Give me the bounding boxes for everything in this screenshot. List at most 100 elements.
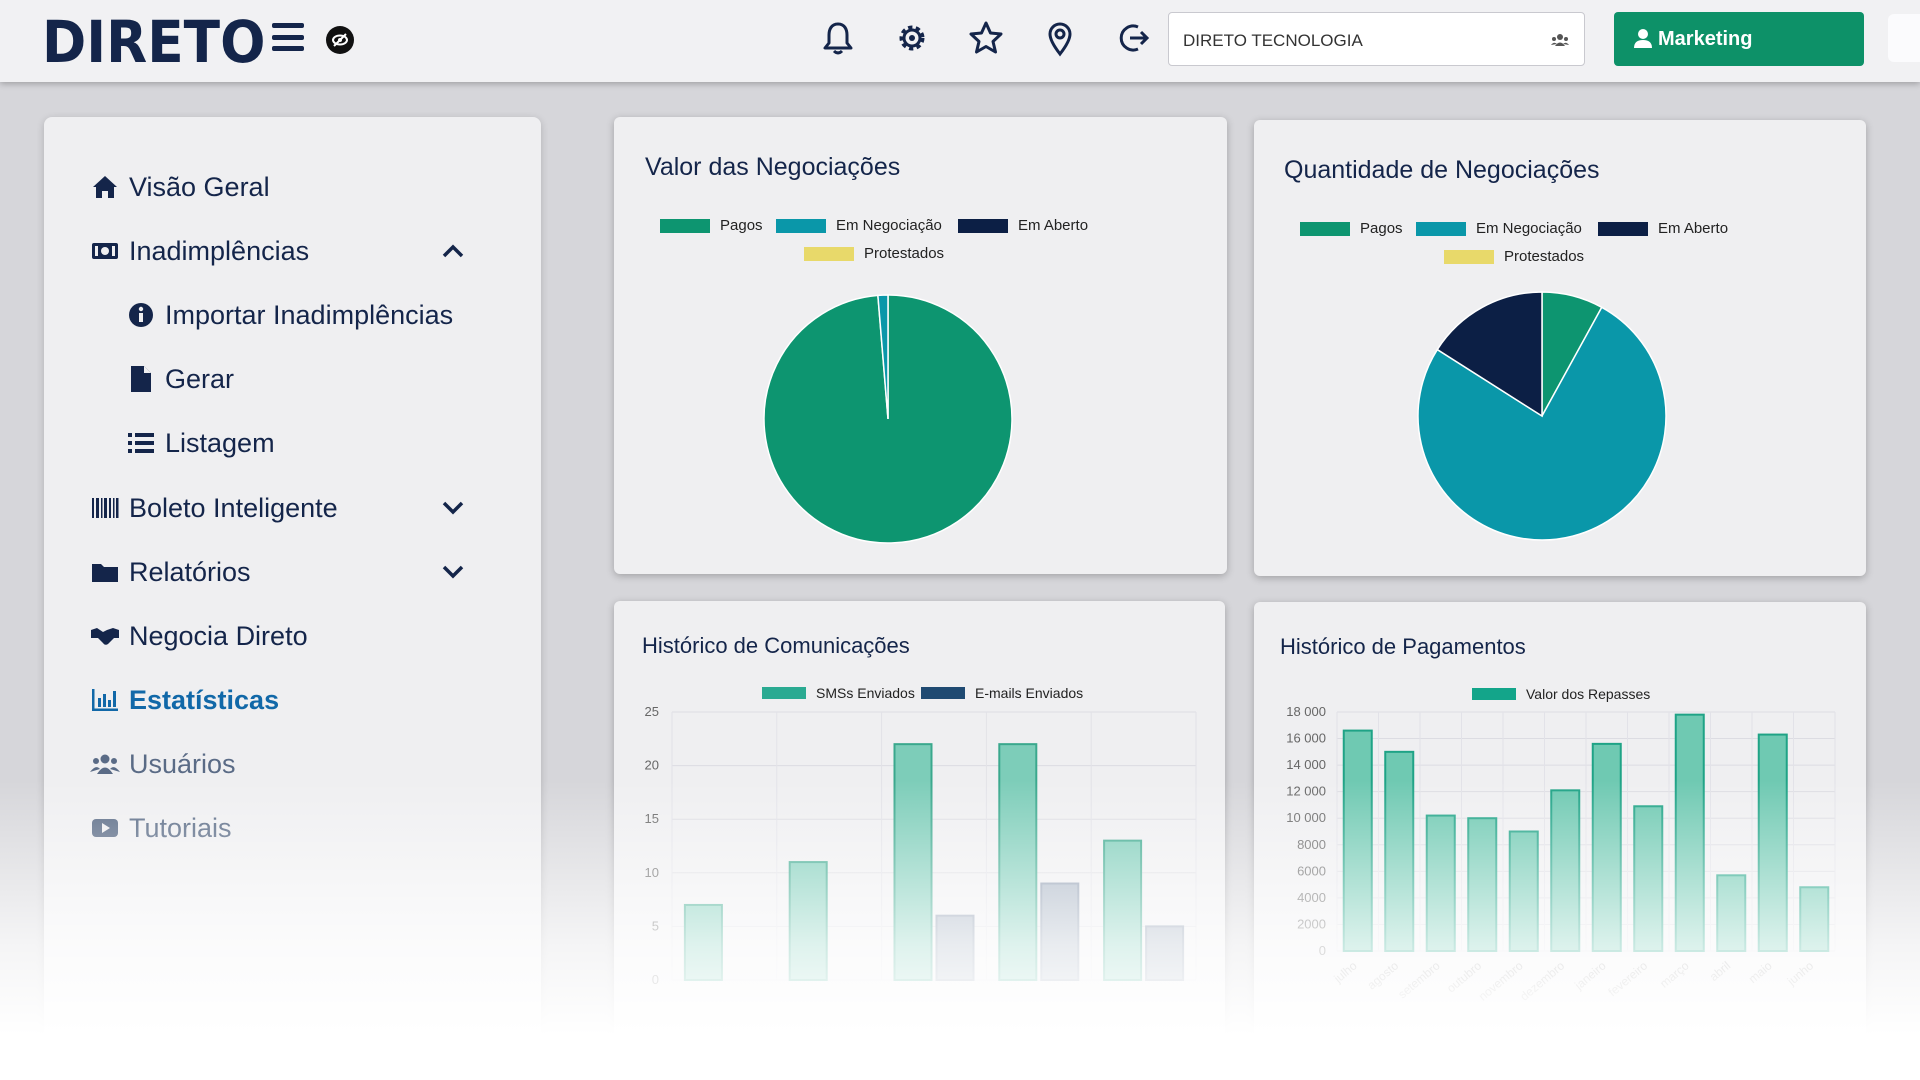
pie-slice-2[interactable] xyxy=(1417,306,1667,541)
bar-valor-dos-repasses[interactable] xyxy=(1508,830,1539,952)
bar-valor-dos-repasses[interactable] xyxy=(1425,814,1456,952)
sidebar-item-negocia-direto[interactable]: Negocia Direto xyxy=(89,616,308,656)
x-tick-label: junho xyxy=(1784,958,1817,988)
hide-values-icon[interactable] xyxy=(326,26,354,54)
legend-item-em-negociacao[interactable]: Em Negociação xyxy=(1416,220,1582,237)
legend-item-protestados[interactable]: Protestados xyxy=(804,245,944,262)
legend-item-protestados[interactable]: Protestados xyxy=(1444,248,1584,265)
sidebar-item-label: Boleto Inteligente xyxy=(129,492,338,523)
sidebar-item-relatorios[interactable]: Relatórios xyxy=(89,552,251,592)
bar-e-mails-enviados[interactable] xyxy=(935,914,975,981)
star-icon[interactable] xyxy=(966,18,1006,58)
legend-label: SMSs Enviados xyxy=(816,685,915,701)
bar-smss-enviados[interactable] xyxy=(788,861,828,981)
chevron-down-icon[interactable] xyxy=(440,559,466,585)
bar-valor-dos-repasses[interactable] xyxy=(1757,733,1788,952)
chart-title: Quantidade de Negociações xyxy=(1284,156,1600,184)
sidebar-item-inadimplencias[interactable]: Inadimplências xyxy=(89,231,309,271)
x-tick-label: novembro xyxy=(1476,958,1526,1003)
logo[interactable]: DIRETO xyxy=(42,8,266,76)
legend-item-pagos[interactable]: Pagos xyxy=(1300,220,1403,237)
bar-smss-enviados[interactable] xyxy=(1103,839,1143,981)
legend-label: Pagos xyxy=(1360,220,1403,237)
chart-title: Histórico de Pagamentos xyxy=(1280,634,1526,659)
legend-item-pagos[interactable]: Pagos xyxy=(660,217,763,234)
legend-label: E-mails Enviados xyxy=(975,685,1084,701)
gear-icon[interactable] xyxy=(892,18,932,58)
y-tick-label: 12 000 xyxy=(1286,784,1326,799)
legend-item-em-negociacao[interactable]: Em Negociação xyxy=(776,217,942,234)
x-tick-label: março xyxy=(1657,958,1692,990)
sidebar-item-usuarios[interactable]: Usuários xyxy=(89,744,236,784)
sidebar-item-importar[interactable]: Importar Inadimplências xyxy=(125,295,453,335)
sidebar-item-label: Inadimplências xyxy=(129,235,310,266)
legend-item-em-aberto[interactable]: Em Aberto xyxy=(1598,220,1728,237)
y-tick-label: 4000 xyxy=(1297,890,1326,905)
sidebar-item-visao-geral[interactable]: Visão Geral xyxy=(89,167,270,207)
legend-item-em-aberto[interactable]: Em Aberto xyxy=(958,217,1088,234)
bar-smss-enviados[interactable] xyxy=(893,743,933,981)
x-tick-label: dezembro xyxy=(1517,958,1567,1003)
sidebar-item-label: Relatórios xyxy=(129,556,251,587)
bar-valor-dos-repasses[interactable] xyxy=(1550,789,1581,952)
sidebar-item-label: Usuários xyxy=(129,748,236,779)
bar-valor-dos-repasses[interactable] xyxy=(1467,817,1498,952)
legend-item-repasses[interactable]: Valor dos Repasses xyxy=(1472,686,1650,702)
chevron-up-icon[interactable] xyxy=(440,238,466,264)
pie-slice-3[interactable] xyxy=(1436,291,1543,418)
pie-slice-2[interactable] xyxy=(877,294,889,420)
hamburger-menu-button[interactable] xyxy=(270,20,306,54)
legend-swatch xyxy=(1300,221,1350,236)
handshake-icon xyxy=(89,622,121,650)
sidebar-item-label: Estatísticas xyxy=(129,684,280,715)
x-tick-label: julho xyxy=(1330,958,1359,986)
bar-valor-dos-repasses[interactable] xyxy=(1674,713,1705,953)
sidebar-item-estatisticas[interactable]: Estatísticas xyxy=(89,680,279,720)
bar-valor-dos-repasses[interactable] xyxy=(1342,729,1373,952)
legend-swatch xyxy=(804,246,854,261)
company-selector[interactable]: DIRETO TECNOLOGIA xyxy=(1168,12,1585,66)
legend-label: Valor dos Repasses xyxy=(1526,686,1651,702)
location-pin-icon[interactable] xyxy=(1040,18,1080,58)
bar-smss-enviados[interactable] xyxy=(683,903,723,981)
company-name: DIRETO TECNOLOGIA xyxy=(1183,31,1363,50)
bar-chart-icon xyxy=(89,686,121,714)
y-tick-label: 15 xyxy=(645,811,659,826)
chevron-down-icon[interactable] xyxy=(440,495,466,521)
list-icon xyxy=(125,429,157,457)
x-tick-label: setembro xyxy=(1395,958,1443,1001)
sidebar-item-label: Importar Inadimplências xyxy=(165,299,454,330)
legend-item-emails[interactable]: E-mails Enviados xyxy=(921,685,1083,701)
bell-icon[interactable] xyxy=(818,18,858,58)
y-tick-label: 14 000 xyxy=(1286,757,1326,772)
bar-valor-dos-repasses[interactable] xyxy=(1799,886,1830,952)
bar-valor-dos-repasses[interactable] xyxy=(1591,742,1622,952)
users-icon xyxy=(89,750,121,778)
x-tick-label: maio xyxy=(1746,958,1775,986)
chart-title: Valor das Negociações xyxy=(645,153,901,181)
legend-item-sms[interactable]: SMSs Enviados xyxy=(762,685,915,701)
y-tick-label: 6000 xyxy=(1297,863,1326,878)
sidebar-item-listagem[interactable]: Listagem xyxy=(125,423,275,463)
bar-e-mails-enviados[interactable] xyxy=(1145,925,1185,981)
sidebar-item-label: Negocia Direto xyxy=(129,620,308,651)
pie-chart xyxy=(1417,291,1667,541)
legend-label: Em Aberto xyxy=(1018,217,1089,234)
logout-icon[interactable] xyxy=(1114,18,1154,58)
sidebar-item-label: Tutoriais xyxy=(129,812,232,843)
user-profile-button[interactable]: Marketing xyxy=(1614,12,1864,66)
sidebar-item-boleto-inteligente[interactable]: Boleto Inteligente xyxy=(89,488,338,528)
file-icon xyxy=(125,365,157,393)
bar-e-mails-enviados[interactable] xyxy=(1040,882,1080,981)
users-icon xyxy=(1551,34,1569,46)
legend-swatch xyxy=(1472,688,1516,700)
sidebar-item-tutoriais[interactable]: Tutoriais xyxy=(89,808,232,848)
sidebar-item-gerar[interactable]: Gerar xyxy=(125,359,234,399)
y-tick-label: 18 000 xyxy=(1286,704,1326,719)
x-tick-label: fevereiro xyxy=(1605,958,1650,999)
legend-label: Protestados xyxy=(1504,248,1585,265)
bar-valor-dos-repasses[interactable] xyxy=(1633,805,1664,952)
bar-valor-dos-repasses[interactable] xyxy=(1384,750,1415,952)
bar-valor-dos-repasses[interactable] xyxy=(1716,874,1747,953)
bar-smss-enviados[interactable] xyxy=(998,743,1038,981)
